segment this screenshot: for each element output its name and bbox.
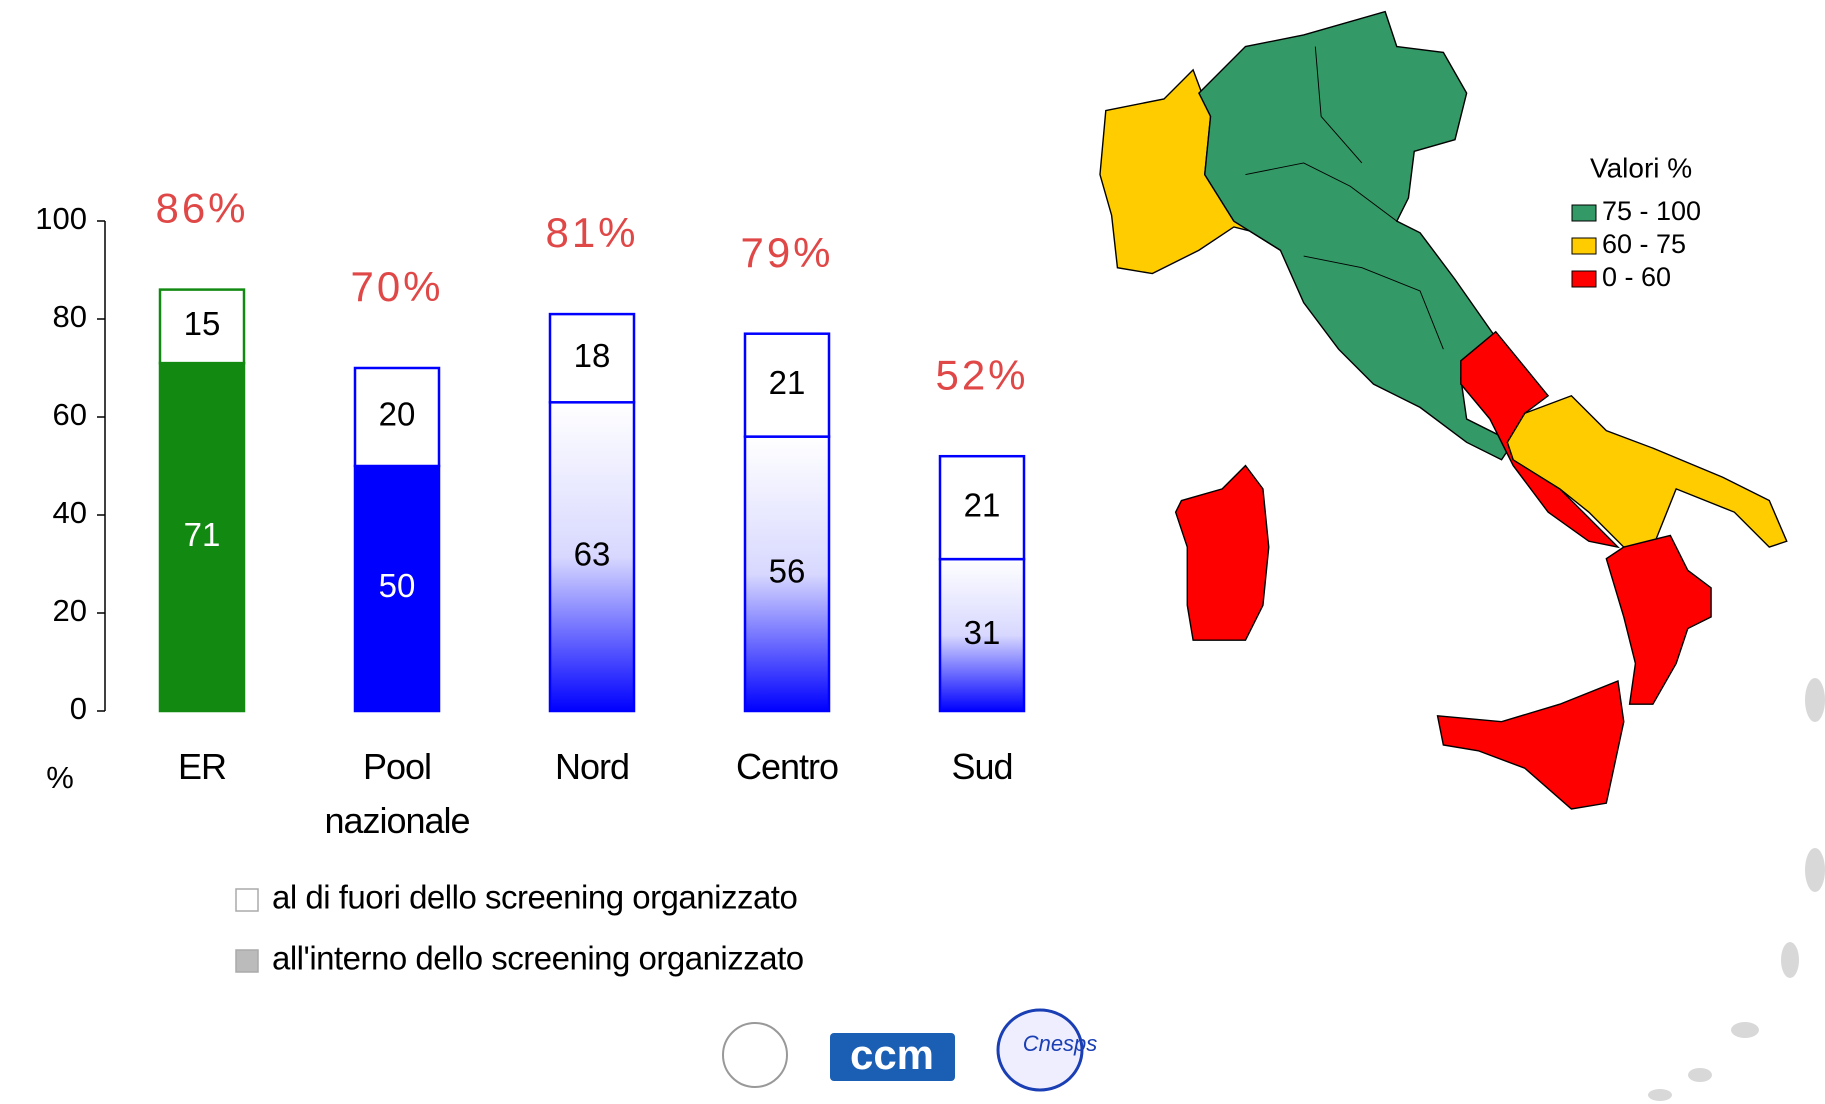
value-label: 56 [769, 553, 806, 590]
total-label: 70% [350, 263, 443, 310]
y-tick-label: 0 [70, 691, 87, 726]
value-label: 71 [184, 516, 221, 553]
map-region [1460, 330, 1621, 549]
italy-map [1099, 10, 1788, 810]
x-tick-label: Centro [735, 746, 839, 787]
bar-segment [158, 288, 246, 365]
bar-segment [938, 557, 1026, 713]
value-label: 18 [574, 337, 611, 374]
total-label: 81% [545, 209, 638, 256]
value-label: 31 [964, 614, 1001, 651]
logo-text: ccm [850, 1031, 934, 1078]
legend-label: al di fuori dello screening organizzato [272, 879, 797, 916]
map-legend-label: 60 - 75 [1602, 229, 1686, 259]
value-label: 63 [574, 535, 611, 572]
value-label: 21 [769, 364, 806, 401]
x-tick-label: Nord [554, 746, 630, 787]
legend-label: all'interno dello screening organizzato [272, 940, 804, 977]
map-legend-title: Valori % [1590, 152, 1692, 183]
value-label: 50 [379, 567, 416, 604]
legend-swatch [235, 888, 259, 912]
bar-segment [353, 464, 441, 713]
value-label: 21 [964, 486, 1001, 523]
map-legend-swatch [1571, 204, 1597, 222]
x-tick-label: Pool nazionale [324, 746, 470, 841]
map-legend-swatch [1571, 237, 1597, 255]
logos: ccm Cnesps [722, 1008, 1098, 1092]
total-label: 52% [935, 351, 1028, 398]
y-tick-label: 100 [35, 201, 87, 236]
y-tick-label: 60 [53, 397, 87, 432]
total-label: 79% [740, 229, 833, 276]
map-legend-label: 75 - 100 [1602, 196, 1701, 226]
map-region [1506, 394, 1788, 548]
x-tick-label: Sud [951, 746, 1013, 787]
map-region [1605, 534, 1712, 705]
y-tick-label: 20 [53, 593, 87, 628]
map-region [1174, 464, 1270, 641]
bar-segment [743, 332, 831, 438]
value-label: 15 [184, 305, 221, 342]
value-label: 20 [379, 396, 416, 433]
y-axis-label: % [46, 760, 74, 795]
bar-segment [938, 454, 1026, 561]
x-tick-label: ER [177, 746, 227, 787]
map-region [1436, 679, 1625, 810]
y-tick-label: 40 [53, 495, 87, 530]
legend-swatch [235, 949, 259, 973]
map-legend-swatch [1571, 270, 1597, 288]
y-tick-label: 80 [53, 299, 87, 334]
bar-segment [158, 361, 246, 713]
logo-text: Cnesps [1023, 1031, 1098, 1056]
map-legend-label: 0 - 60 [1602, 262, 1671, 292]
bar-segment [548, 312, 636, 404]
footprints [1648, 678, 1825, 1101]
map-region [1198, 10, 1515, 461]
bar-segment [353, 366, 441, 468]
total-label: 86% [155, 185, 248, 232]
